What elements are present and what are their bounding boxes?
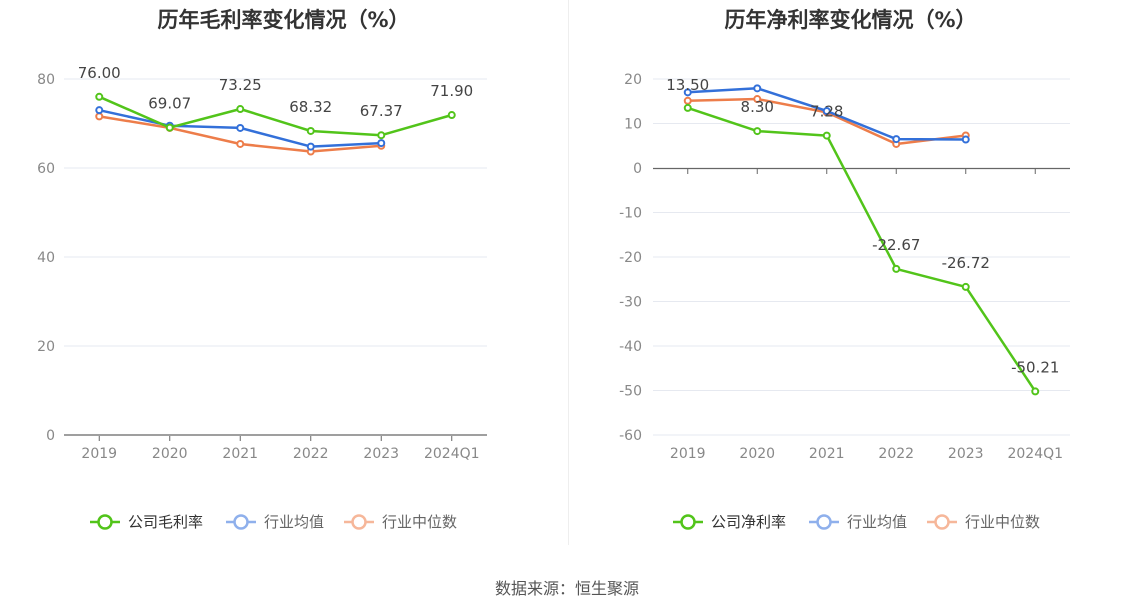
x-tick-label: 2021 [222,446,258,462]
x-tick-label: 2022 [293,446,329,462]
data-point [377,139,386,148]
legend-marker [233,514,249,530]
plot-area: -60 -50 -40 -30 -20 -10 0 10 20 2019 2020 2021 2022 2… [619,72,1070,531]
x-tick-label: 2021 [809,446,845,462]
x-tick-label: 2019 [670,446,706,462]
data-point [822,107,831,116]
x-tick-label: 2020 [152,446,188,462]
data-point [236,139,245,148]
legend-marker [816,514,832,530]
data-label: 69.07 [148,95,191,113]
data-point [961,282,970,291]
y-tick-label: -10 [619,206,642,222]
x-tick-label: 2020 [739,446,775,462]
data-label: 68.32 [289,98,332,116]
x-tick-label: 2024Q1 [1007,446,1063,462]
data-point [892,264,901,273]
data-label: 7.28 [810,103,843,121]
legend-marker [97,514,113,530]
series-line-0 [98,95,453,137]
data-label: 73.25 [219,76,262,94]
legend-label: 行业中位数 [382,513,457,531]
data-label: 76.00 [78,64,121,82]
y-tick-label: 0 [46,428,55,444]
legend-label: 行业均值 [264,513,324,531]
x-tick-label: 2023 [363,446,399,462]
data-label: 8.30 [741,98,774,116]
legend-marker [351,514,367,530]
legend-marker [934,514,950,530]
x-tick-label: 2019 [81,446,117,462]
chart-title: 历年毛利率变化情况（%） [157,8,410,32]
data-point [892,135,901,144]
data-point [236,123,245,132]
x-tick-label: 2024Q1 [424,446,480,462]
panel-divider [568,0,569,545]
legend-label: 行业中位数 [965,513,1040,531]
data-point [683,96,692,105]
y-tick-label: 10 [624,117,642,133]
legend-label: 行业均值 [847,513,907,531]
series-line-0 [687,106,1037,393]
data-label: 13.50 [666,76,709,94]
data-point [95,92,104,101]
data-point [753,84,762,93]
data-label: 67.37 [360,102,403,120]
data-label: -50.21 [1011,358,1059,376]
data-point [165,123,174,132]
plot-area: 0 20 40 60 80 2019 2020 2021 2022 2023 2024Q1 76.00… [37,64,487,531]
data-label: 71.90 [430,82,473,100]
x-tick-label: 2023 [948,446,984,462]
data-point [683,103,692,112]
data-point [95,112,104,121]
y-tick-label: 0 [633,161,642,177]
data-point [95,106,104,115]
y-tick-label: 20 [624,72,642,88]
data-point [306,126,315,135]
data-point [447,111,456,120]
data-point [683,88,692,97]
data-point [961,135,970,144]
legend-marker [680,514,696,530]
net-margin-svg: -60 -50 -40 -30 -20 -10 0 10 20 2019 2020 2021 2022 2… [619,72,1070,531]
y-tick-label: -50 [619,384,642,400]
data-point [306,142,315,151]
data-label: -26.72 [942,254,990,272]
data-point [1031,387,1040,396]
y-tick-label: 40 [37,250,55,266]
y-tick-label: 60 [37,161,55,177]
net-margin-chart: 历年净利率变化情况（%） -60 -50 -40 -30 -20 -10 0 10 20 2019… [567,0,1134,560]
gross-margin-chart: 历年毛利率变化情况（%） 0 20 40 60 80 2019 2020 2021 2022 20… [0,0,567,560]
y-tick-label: -40 [619,339,642,355]
y-tick-label: 80 [37,72,55,88]
legend-label: 公司净利率 [711,513,786,531]
y-tick-label: -60 [619,428,642,444]
data-label: -22.67 [872,236,920,254]
x-tick-label: 2022 [878,446,914,462]
legend-label: 公司毛利率 [128,513,203,531]
data-point [822,131,831,140]
data-point [753,95,762,104]
chart-title: 历年净利率变化情况（%） [724,8,977,32]
data-point [236,105,245,114]
data-source: 数据来源：恒生聚源 [494,579,639,598]
y-tick-label: -30 [619,295,642,311]
y-tick-label: -20 [619,250,642,266]
data-point [753,127,762,136]
gross-margin-svg: 0 20 40 60 80 2019 2020 2021 2022 2023 2024Q1 76.00… [37,64,487,531]
data-point [377,131,386,140]
y-tick-label: 20 [37,339,55,355]
